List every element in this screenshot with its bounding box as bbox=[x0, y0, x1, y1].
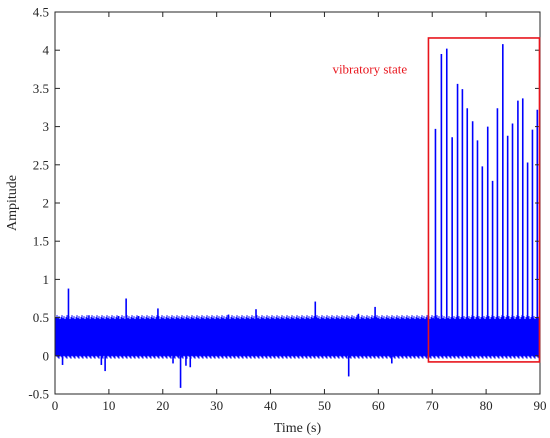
y-tick-label: 2.5 bbox=[33, 157, 49, 172]
y-tick-label: 1 bbox=[43, 272, 50, 287]
x-axis: 0 10 20 30 40 50 60 70 80 90 bbox=[52, 12, 547, 413]
y-tick-label: 0.5 bbox=[33, 310, 49, 325]
x-tick-label: 90 bbox=[534, 398, 547, 413]
y-tick-label: 4.5 bbox=[33, 5, 49, 20]
x-tick-label: 60 bbox=[372, 398, 385, 413]
x-tick-label: 30 bbox=[210, 398, 223, 413]
x-axis-label: Time (s) bbox=[274, 421, 322, 436]
x-tick-label: 0 bbox=[52, 398, 59, 413]
x-tick-label: 10 bbox=[102, 398, 115, 413]
y-tick-label: 0 bbox=[43, 348, 50, 363]
vibratory-state-label: vibratory state bbox=[332, 61, 407, 76]
y-tick-label: -0.5 bbox=[28, 387, 49, 402]
y-tick-label: 3 bbox=[43, 119, 50, 134]
x-tick-label: 50 bbox=[318, 398, 331, 413]
x-tick-label: 40 bbox=[264, 398, 277, 413]
y-tick-label: 2 bbox=[43, 196, 50, 211]
x-tick-label: 80 bbox=[480, 398, 493, 413]
y-tick-label: 4 bbox=[43, 43, 50, 58]
x-tick-label: 70 bbox=[426, 398, 439, 413]
plot-content bbox=[54, 44, 541, 388]
x-tick-label: 20 bbox=[156, 398, 169, 413]
y-tick-label: 3.5 bbox=[33, 81, 49, 96]
y-axis-label: Ampitude bbox=[5, 175, 20, 231]
y-axis: -0.5 0 0.5 1 1.5 2 2.5 3 3.5 4 4.5 bbox=[28, 5, 540, 402]
vibratory-state-box bbox=[427, 37, 541, 363]
y-tick-label: 1.5 bbox=[33, 234, 49, 249]
